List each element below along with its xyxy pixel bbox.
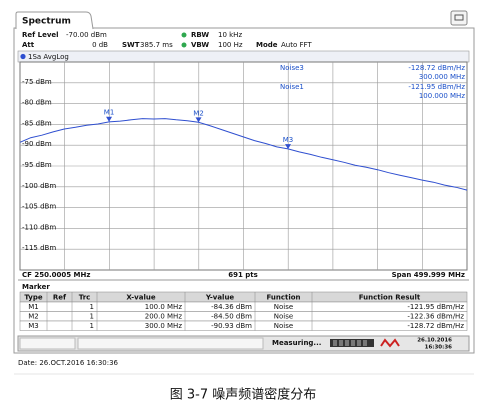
trace-label-bar — [17, 50, 470, 63]
rbw: 10 kHz — [218, 31, 242, 39]
trace — [19, 118, 468, 191]
mode: Auto FFT — [281, 41, 312, 49]
ref-level: -70.00 dBm — [66, 31, 107, 39]
table-cell: 200.0 MHz — [145, 313, 183, 321]
table-cell: Noise — [274, 322, 293, 330]
status-field — [77, 337, 264, 350]
att-label: Att — [22, 41, 35, 49]
status-field — [19, 337, 76, 350]
mode-label: Mode — [256, 41, 278, 49]
table-cell: -84.36 dBm — [211, 303, 252, 311]
marker-label: M3 — [283, 136, 294, 144]
y-tick-label: -100 dBm — [22, 182, 56, 190]
table-cell: -84.50 dBm — [211, 313, 252, 321]
tab-shape — [15, 11, 94, 30]
table-cell: Noise — [274, 313, 293, 321]
figure-caption: 图 3-7 噪声频谱密度分布 — [170, 387, 317, 403]
status-logo — [380, 338, 400, 348]
table-cell: M2 — [28, 313, 39, 321]
marker — [195, 117, 202, 123]
status-date: 26.10.2016 — [417, 338, 452, 344]
table-cell: M3 — [28, 322, 39, 330]
table-cell: 100.0 MHz — [145, 303, 183, 311]
trace-indicator — [20, 53, 26, 60]
span: Span 499.999 MHz — [392, 271, 465, 279]
y-tick-label: -105 dBm — [22, 203, 56, 211]
table-cell: -128.72 dBm/Hz — [407, 322, 464, 330]
progress-bar — [330, 339, 374, 347]
table-cell: 1 — [90, 313, 94, 321]
y-tick-label: -75 dBm — [22, 78, 52, 86]
table-cell: 300.0 MHz — [145, 322, 183, 330]
y-tick-label: -85 dBm — [22, 119, 52, 127]
vbw: 100 Hz — [218, 41, 243, 49]
table-row — [19, 320, 468, 331]
table-header-cell: Type — [24, 294, 43, 302]
marker-table-title: Marker — [22, 283, 50, 291]
table-header-cell: Y-value — [205, 294, 235, 302]
table-header-cell: Trc — [79, 294, 91, 302]
table-cell: -90.93 dBm — [211, 322, 252, 330]
trace-label: 1Sa AvgLog — [28, 53, 69, 61]
swt-label: SWT — [122, 41, 140, 49]
tab-title[interactable]: Spectrum — [22, 17, 71, 27]
settings-icon[interactable] — [450, 10, 468, 26]
marker-label: M2 — [193, 109, 204, 117]
noise-frequency: 100.000 MHz — [419, 92, 465, 100]
y-tick-label: -90 dBm — [22, 140, 52, 148]
noise-frequency: 300.000 MHz — [419, 73, 465, 81]
rbw-indicator — [181, 32, 187, 38]
vbw-indicator — [181, 42, 187, 48]
table-cell: 1 — [90, 303, 94, 311]
center-frequency: CF 250.0005 MHz — [22, 271, 90, 279]
marker-label: M1 — [104, 109, 115, 117]
rbw-label: RBW — [191, 31, 209, 39]
table-cell: M1 — [28, 303, 39, 311]
marker — [285, 144, 292, 150]
status-state: Measuring... — [272, 339, 321, 347]
marker — [106, 116, 113, 122]
att: 0 dB — [92, 41, 108, 49]
swt: 385.7 ms — [140, 41, 173, 49]
table-cell: -121.95 dBm/Hz — [407, 303, 464, 311]
noise-name: Noise1 — [280, 83, 304, 91]
table-header-cell: Ref — [53, 294, 67, 302]
ref-level-label: Ref Level — [22, 31, 59, 39]
table-cell: -122.36 dBm/Hz — [407, 313, 464, 321]
table-header-cell: X-value — [126, 294, 155, 302]
table-cell: 1 — [90, 322, 94, 330]
status-time: 16:30:36 — [425, 345, 453, 351]
noise-value: -128.72 dBm/Hz — [408, 64, 465, 72]
y-tick-label: -80 dBm — [22, 99, 52, 107]
y-tick-label: -95 dBm — [22, 161, 52, 169]
noise-value: -121.95 dBm/Hz — [408, 83, 465, 91]
table-header-cell: Function — [266, 294, 300, 302]
vbw-label: VBW — [191, 41, 209, 49]
settings-icon-glyph — [454, 14, 464, 21]
y-tick-label: -110 dBm — [22, 223, 56, 231]
noise-name: Noise3 — [280, 64, 304, 72]
date-line: Date: 26.OCT.2016 16:30:36 — [18, 359, 119, 367]
table-header-cell: Function Result — [359, 294, 421, 302]
y-tick-label: -115 dBm — [22, 244, 56, 252]
table-cell: Noise — [274, 303, 293, 311]
points: 691 pts — [228, 271, 258, 279]
